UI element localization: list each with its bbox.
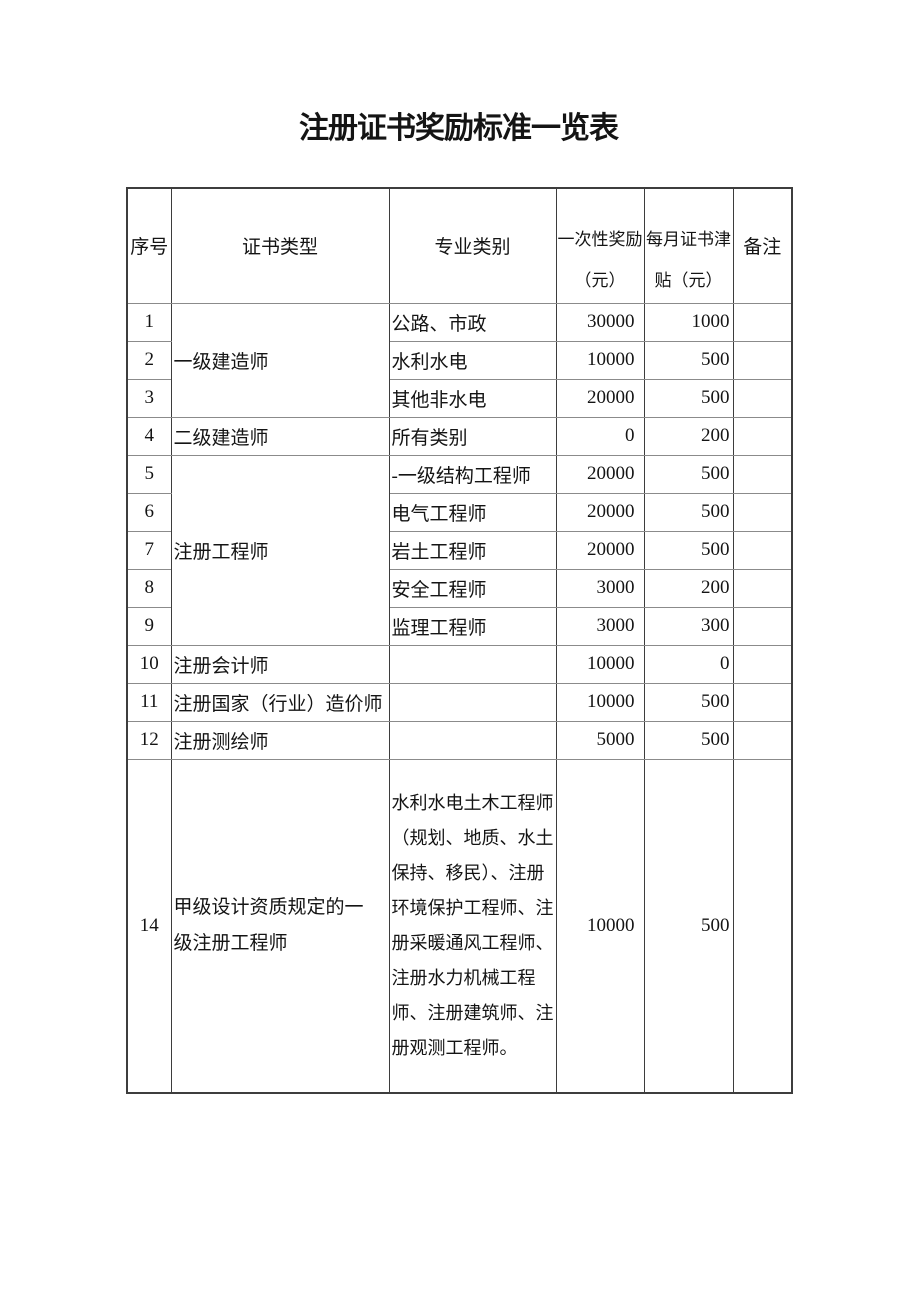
cell-monthly: 200	[643, 568, 734, 608]
cell-one-time: 5000	[555, 720, 645, 760]
cell-one-time: 30000	[555, 302, 645, 342]
cell-monthly: 500	[643, 492, 734, 532]
cell-remark	[732, 644, 793, 684]
table-row: 5 注册工程师 -一级结构工程师 20000 500	[126, 454, 793, 646]
cell-category: 水利水电土木工程师 （规划、地质、水土 保持、移民）、注册 环境保护工程师、注 …	[388, 758, 557, 1094]
cell-one-time: 20000	[555, 454, 645, 494]
cell-monthly: 500	[643, 340, 734, 380]
cell-no: 9	[126, 606, 172, 646]
table-row: 1 一级建造师 公路、市政 30000 1000	[126, 302, 793, 418]
cell-monthly: 500	[643, 758, 734, 1094]
cell-category: 公路、市政	[388, 302, 557, 342]
cell-remark	[732, 302, 793, 342]
cell-category: 监理工程师	[388, 606, 557, 646]
cell-cert-type: 二级建造师	[170, 416, 390, 456]
cell-monthly: 200	[643, 416, 734, 456]
cell-one-time: 20000	[555, 378, 645, 418]
cell-category: 水利水电	[388, 340, 557, 380]
cell-one-time: 10000	[555, 340, 645, 380]
header-remark: 备注	[732, 187, 793, 304]
cell-cert-type: 注册会计师	[170, 644, 390, 684]
table-row: 14 甲级设计资质规定的一 级注册工程师 水利水电土木工程师 （规划、地质、水土…	[126, 758, 793, 1094]
table-row: 11 注册国家（行业）造价师 10000 500	[126, 682, 793, 722]
cell-no: 3	[126, 378, 172, 418]
cell-category: 岩土工程师	[388, 530, 557, 570]
cell-one-time: 3000	[555, 568, 645, 608]
header-row: 序号 证书类型 专业类别 一次性奖励 （元） 每月证书津 贴（元） 备注	[126, 187, 793, 304]
cell-monthly: 1000	[643, 302, 734, 342]
header-no: 序号	[126, 187, 172, 304]
table-row: 2 水利水电 10000 500	[126, 340, 793, 380]
cell-remark	[732, 378, 793, 418]
cell-no: 2	[126, 340, 172, 380]
cell-category: 所有类别	[388, 416, 557, 456]
cell-monthly: 500	[643, 378, 734, 418]
table-row: 3 其他非水电 20000 500	[126, 378, 793, 418]
cell-cert-type: 注册工程师	[170, 454, 390, 646]
cell-category: 安全工程师	[388, 568, 557, 608]
reward-standards-table: 序号 证书类型 专业类别 一次性奖励 （元） 每月证书津 贴（元） 备注 1 一…	[126, 187, 793, 1094]
cell-no: 7	[126, 530, 172, 570]
cell-remark	[732, 720, 793, 760]
cell-cert-type: 甲级设计资质规定的一 级注册工程师	[170, 758, 390, 1094]
table-row: 12 注册测绘师 5000 500	[126, 720, 793, 760]
table-row: 6 电气工程师 20000 500	[126, 492, 793, 532]
table-row: 10 注册会计师 10000 0	[126, 644, 793, 684]
cell-remark	[732, 454, 793, 494]
cell-remark	[732, 568, 793, 608]
cell-remark	[732, 682, 793, 722]
cell-monthly: 300	[643, 606, 734, 646]
table-row: 9 监理工程师 3000 300	[126, 606, 793, 646]
cell-no: 11	[126, 682, 172, 722]
cell-monthly: 500	[643, 682, 734, 722]
cell-one-time: 10000	[555, 758, 645, 1094]
cell-one-time: 10000	[555, 682, 645, 722]
cell-category	[388, 720, 557, 760]
cell-category	[388, 644, 557, 684]
cell-cert-type: 注册国家（行业）造价师	[170, 682, 390, 722]
cell-remark	[732, 492, 793, 532]
header-cert-type: 证书类型	[170, 187, 390, 304]
cell-category: -一级结构工程师	[388, 454, 557, 494]
cell-no: 8	[126, 568, 172, 608]
cell-no: 4	[126, 416, 172, 456]
cell-no: 1	[126, 302, 172, 342]
cell-category: 电气工程师	[388, 492, 557, 532]
cell-category	[388, 682, 557, 722]
table-row: 4 二级建造师 所有类别 0 200	[126, 416, 793, 456]
cell-monthly: 500	[643, 530, 734, 570]
cell-one-time: 20000	[555, 492, 645, 532]
cell-no: 5	[126, 454, 172, 494]
cell-no: 14	[126, 758, 172, 1094]
cell-cert-type: 注册测绘师	[170, 720, 390, 760]
header-monthly-allowance: 每月证书津 贴（元）	[643, 187, 734, 304]
cell-remark	[732, 416, 793, 456]
cell-remark	[732, 340, 793, 380]
cell-one-time: 0	[555, 416, 645, 456]
cell-one-time: 20000	[555, 530, 645, 570]
cell-one-time: 3000	[555, 606, 645, 646]
cell-no: 10	[126, 644, 172, 684]
header-category: 专业类别	[388, 187, 557, 304]
cell-monthly: 0	[643, 644, 734, 684]
cell-cert-type: 一级建造师	[170, 302, 390, 418]
cell-category: 其他非水电	[388, 378, 557, 418]
cell-no: 6	[126, 492, 172, 532]
page-title: 注册证书奖励标准一览表	[299, 112, 619, 145]
cell-remark	[732, 530, 793, 570]
table-row: 7 岩土工程师 20000 500	[126, 530, 793, 570]
cell-remark	[732, 606, 793, 646]
cell-one-time: 10000	[555, 644, 645, 684]
cell-monthly: 500	[643, 720, 734, 760]
cell-monthly: 500	[643, 454, 734, 494]
cell-remark	[732, 758, 793, 1094]
cell-no: 12	[126, 720, 172, 760]
header-one-time-award: 一次性奖励 （元）	[555, 187, 645, 304]
